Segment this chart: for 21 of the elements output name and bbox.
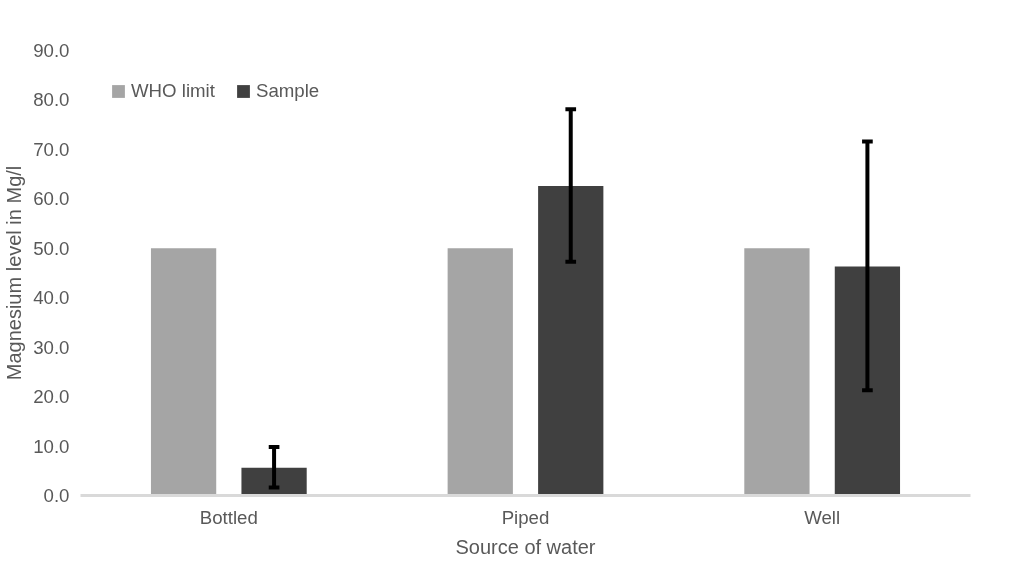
bar [744,248,810,496]
y-tick-label: 60.0 [33,188,70,210]
y-tick-label: 40.0 [33,287,70,309]
x-tick-label: Piped [501,506,550,528]
bar [150,248,217,496]
legend-label: Sample [255,80,320,102]
legend-label: WHO limit [131,80,215,102]
y-tick-label: 90.0 [33,40,70,61]
x-tick-label: Bottled [199,506,258,528]
y-tick-label: 50.0 [33,237,70,259]
x-tick-label: Well [804,506,841,528]
y-tick-label: 20.0 [33,386,70,408]
x-axis-title: Source of water [455,535,596,558]
y-tick-label: 70.0 [33,138,70,160]
y-tick-label: 80.0 [33,89,70,111]
bar [447,248,513,496]
bar [538,185,604,496]
y-tick-label: 30.0 [33,336,70,358]
y-tick-label: 10.0 [33,435,70,457]
y-axis-title: Magnesium level in Mg/l [3,165,26,381]
y-tick-label: 0.0 [43,485,70,506]
